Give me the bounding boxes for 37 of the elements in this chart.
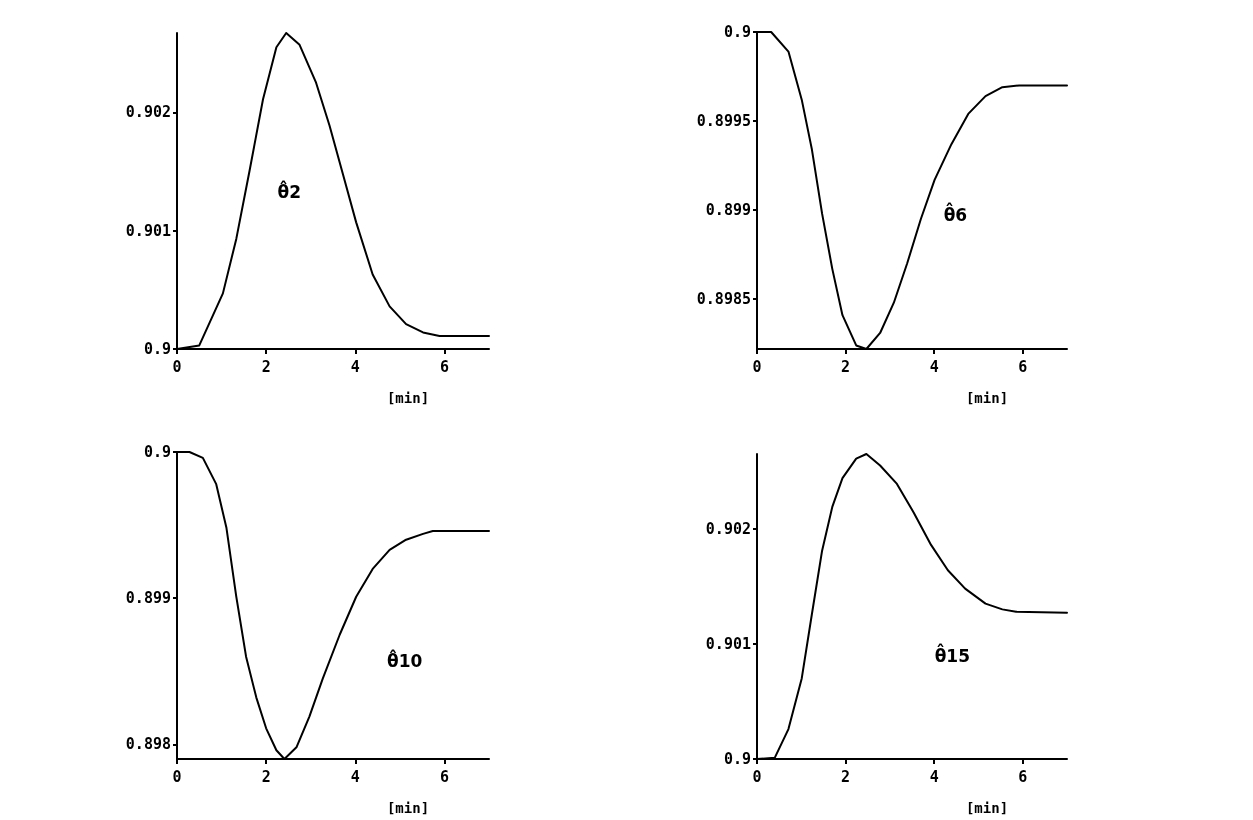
y-tick-label: 0.901 bbox=[125, 221, 171, 240]
y-tick-label: 0.9 bbox=[723, 23, 751, 41]
y-tick-label: 0.8985 bbox=[696, 290, 751, 309]
x-tick-label: 6 bbox=[439, 357, 449, 376]
x-tick-label: 6 bbox=[439, 767, 449, 786]
x-tick-label: 2 bbox=[261, 357, 271, 376]
x-tick-label: 6 bbox=[1018, 357, 1028, 376]
annotation: θ̂6 bbox=[943, 202, 968, 225]
x-tick-label: 4 bbox=[929, 357, 939, 376]
x-tick-label: 0 bbox=[752, 767, 762, 786]
x-tick-label: 0 bbox=[752, 357, 762, 376]
x-axis-title: [min] bbox=[386, 800, 430, 816]
y-tick-label: 0.902 bbox=[125, 103, 171, 122]
y-tick-label: 0.8995 bbox=[696, 112, 751, 131]
annotation: θ̂10 bbox=[387, 649, 423, 672]
x-tick-label: 0 bbox=[172, 767, 182, 786]
x-tick-label: 2 bbox=[841, 767, 851, 786]
x-axis-title: [min] bbox=[965, 390, 1009, 406]
x-tick-label: 4 bbox=[350, 767, 360, 786]
annotation: θ̂2 bbox=[277, 179, 302, 202]
x-tick-label: 2 bbox=[261, 767, 271, 786]
y-tick-label: 0.9 bbox=[723, 750, 751, 768]
x-tick-label: 4 bbox=[350, 357, 360, 376]
x-axis-title: [min] bbox=[386, 390, 430, 406]
annotation: θ̂15 bbox=[934, 643, 970, 666]
y-tick-label: 0.902 bbox=[705, 519, 751, 538]
x-tick-label: 4 bbox=[929, 767, 939, 786]
y-tick-label: 0.899 bbox=[705, 201, 751, 220]
x-axis-title: [min] bbox=[965, 800, 1009, 816]
y-tick-label: 0.898 bbox=[125, 735, 171, 754]
y-tick-label: 0.899 bbox=[125, 589, 171, 608]
x-tick-label: 2 bbox=[841, 357, 851, 376]
y-tick-label: 0.9 bbox=[143, 340, 171, 358]
y-tick-label: 0.901 bbox=[705, 634, 751, 653]
x-tick-label: 6 bbox=[1018, 767, 1028, 786]
y-tick-label: 0.9 bbox=[143, 443, 171, 461]
x-tick-label: 0 bbox=[172, 357, 182, 376]
